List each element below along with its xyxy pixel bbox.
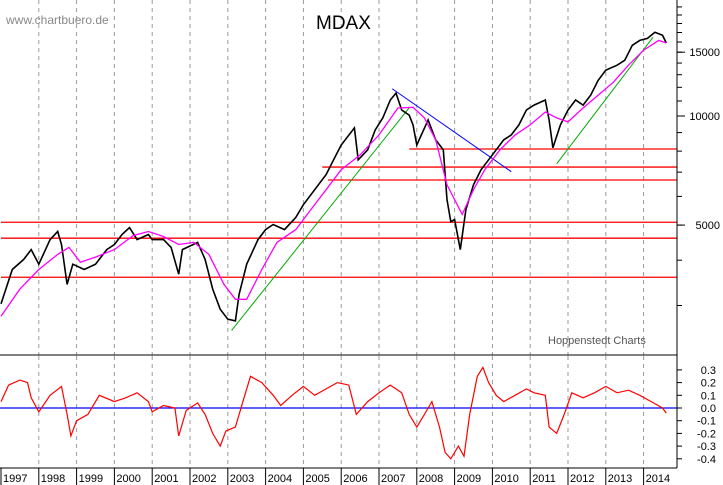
x-tick-label: 2008: [419, 473, 443, 485]
osc-y-tick-label: 0.3: [701, 365, 716, 377]
x-tick-label: 2003: [230, 473, 254, 485]
x-tick-label: 2010: [494, 473, 518, 485]
x-tick-label: 2007: [381, 473, 405, 485]
chart-title: MDAX: [316, 13, 371, 34]
watermark: www.chartbuero.de: [5, 13, 109, 27]
y-tick-label: 5000: [696, 220, 720, 232]
x-tick-label: 2005: [305, 473, 329, 485]
oscillator-line: [0, 366, 667, 460]
x-tick-label: 1997: [3, 473, 27, 485]
downtrend-trendline: [391, 88, 512, 173]
osc-y-tick-label: 0.0: [701, 403, 716, 415]
osc-y-tick-label: -0.1: [697, 416, 716, 428]
x-tick-label: 2011: [532, 473, 556, 485]
x-tick-label: 1999: [79, 473, 103, 485]
uptrend-trendline: [231, 107, 410, 331]
osc-y-tick-label: 0.2: [701, 378, 716, 390]
price-line: [0, 31, 668, 322]
osc-y-tick-label: -0.3: [697, 441, 716, 453]
x-tick-label: 2000: [116, 473, 140, 485]
x-tick-label: 1998: [41, 473, 65, 485]
x-tick-label: 2014: [646, 473, 670, 485]
x-tick-label: 2013: [608, 473, 632, 485]
moving_average-line: [0, 39, 667, 317]
source-label: Hoppenstedt Charts: [548, 335, 646, 347]
y-tick-label: 10000: [689, 111, 720, 123]
osc-y-tick-label: -0.4: [697, 454, 716, 466]
x-tick-label: 2006: [343, 473, 367, 485]
osc-y-tick-label: 0.1: [701, 390, 716, 402]
x-tick-label: 2009: [457, 473, 481, 485]
x-tick-label: 2001: [154, 473, 178, 485]
y-tick-label: 15000: [689, 47, 720, 59]
x-tick-label: 2012: [570, 473, 594, 485]
osc-y-tick-label: -0.2: [697, 428, 716, 440]
x-tick-label: 2004: [268, 473, 292, 485]
uptrend-trendline: [556, 36, 654, 165]
x-tick-label: 2002: [192, 473, 216, 485]
